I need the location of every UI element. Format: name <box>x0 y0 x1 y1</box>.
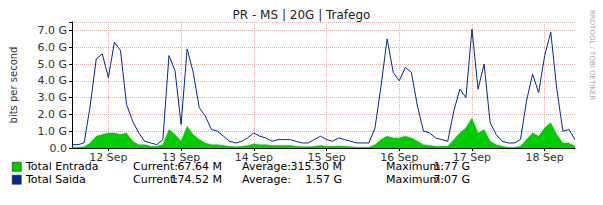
svg-text:0.0: 0.0 <box>50 142 68 155</box>
svg-text:6.0 G: 6.0 G <box>37 41 67 54</box>
svg-text:16 Sep: 16 Sep <box>380 151 418 164</box>
svg-text:Average:: Average: <box>242 173 291 186</box>
svg-text:1.57 G: 1.57 G <box>305 173 342 186</box>
svg-text:15 Sep: 15 Sep <box>307 151 345 164</box>
svg-text:PR - MS | 20G | Trafego: PR - MS | 20G | Trafego <box>233 8 371 22</box>
svg-text:2.0 G: 2.0 G <box>37 108 67 121</box>
svg-text:17 Sep: 17 Sep <box>453 151 491 164</box>
svg-text:4.0 G: 4.0 G <box>37 74 67 87</box>
svg-text:13 Sep: 13 Sep <box>162 151 200 164</box>
svg-text:7.07 G: 7.07 G <box>433 173 470 186</box>
svg-text:174.52 M: 174.52 M <box>171 173 222 186</box>
svg-text:1.0 G: 1.0 G <box>37 125 67 138</box>
svg-text:7.0 G: 7.0 G <box>37 24 67 37</box>
svg-text:bits per second: bits per second <box>8 47 19 124</box>
svg-text:Total Saida: Total Saida <box>25 173 86 186</box>
svg-text:3.0 G: 3.0 G <box>37 91 67 104</box>
svg-text:5.0 G: 5.0 G <box>37 58 67 71</box>
svg-text:12 Sep: 12 Sep <box>89 151 127 164</box>
svg-text:14 Sep: 14 Sep <box>235 151 273 164</box>
svg-text:Total Entrada: Total Entrada <box>25 160 98 173</box>
svg-text:18 Sep: 18 Sep <box>526 151 564 164</box>
svg-text:RRDTOOL / TOBI OETIKER: RRDTOOL / TOBI OETIKER <box>588 10 596 100</box>
